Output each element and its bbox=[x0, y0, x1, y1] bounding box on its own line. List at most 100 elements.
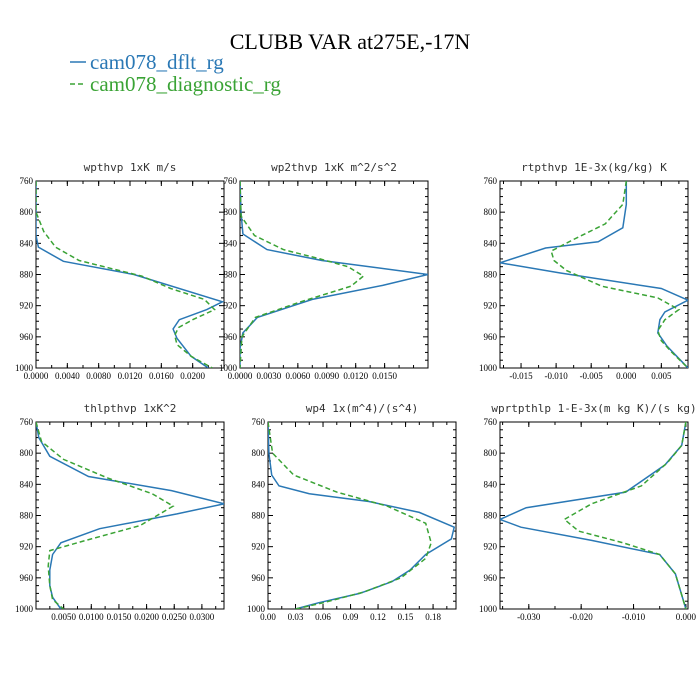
panel-title: rtpthvp 1E-3x(kg/kg) K bbox=[521, 161, 667, 174]
y-tick-label: 840 bbox=[224, 238, 238, 248]
y-tick-label: 920 bbox=[224, 301, 238, 311]
y-tick-label: 960 bbox=[484, 573, 498, 583]
y-tick-label: 1000 bbox=[15, 363, 34, 373]
x-tick-label: 0.0120 bbox=[343, 371, 368, 381]
y-tick-label: 760 bbox=[20, 176, 34, 186]
series-line-diagnostic bbox=[36, 422, 175, 609]
y-tick-label: 800 bbox=[484, 207, 498, 217]
y-tick-label: 960 bbox=[20, 573, 34, 583]
x-tick-label: 0.0200 bbox=[180, 371, 205, 381]
x-tick-label: 0.0000 bbox=[24, 371, 49, 381]
y-tick-label: 960 bbox=[224, 332, 238, 342]
y-tick-label: 840 bbox=[20, 238, 34, 248]
panel-6: wprtpthlp 1-E-3x(m kg K)/(s kg) 760 800 840… bbox=[479, 402, 697, 622]
y-tick-label: 880 bbox=[20, 270, 34, 280]
x-tick-label: 0.0050 bbox=[51, 612, 76, 622]
y-tick-label: 760 bbox=[252, 417, 266, 427]
x-tick-label: 0.03 bbox=[288, 612, 304, 622]
y-tick-label: 960 bbox=[484, 332, 498, 342]
y-tick-label: 960 bbox=[252, 573, 266, 583]
panel-3: rtpthvp 1E-3x(kg/kg) K 760 800 840 880 920 960… bbox=[479, 161, 689, 381]
y-tick-label: 920 bbox=[20, 301, 34, 311]
panel-title: wprtpthlp 1-E-3x(m kg K)/(s kg) bbox=[491, 402, 696, 415]
y-tick-label: 880 bbox=[20, 511, 34, 521]
y-tick-label: 880 bbox=[484, 270, 498, 280]
plot-frame bbox=[35, 421, 225, 610]
x-tick-label: 0.0090 bbox=[314, 371, 339, 381]
panels: wpthvp 1xK m/s76080084088092096010000.00… bbox=[15, 161, 697, 622]
y-tick-label: 1000 bbox=[479, 604, 498, 614]
x-tick-label: 0.06 bbox=[315, 612, 331, 622]
x-tick-label: 0.000 bbox=[616, 371, 637, 381]
x-tick-label: 0.0160 bbox=[149, 371, 174, 381]
x-tick-label: -0.015 bbox=[509, 371, 533, 381]
x-tick-label: 0.0150 bbox=[107, 612, 132, 622]
x-tick-label: -0.030 bbox=[517, 612, 541, 622]
x-tick-label: 0.00 bbox=[260, 612, 276, 622]
x-tick-label: -0.010 bbox=[544, 371, 568, 381]
panel-title: wpthvp 1xK m/s bbox=[84, 161, 177, 174]
plot-frame bbox=[499, 421, 689, 610]
x-tick-label: 0.0200 bbox=[134, 612, 159, 622]
panel-5: wp4 1x(m^4)/(s^4)76080084088092096010000… bbox=[247, 402, 457, 622]
panel-title: thlpthvp 1xK^2 bbox=[84, 402, 177, 415]
legend: cam078_dflt_rg cam078_diagnostic_rg bbox=[70, 50, 281, 96]
y-tick-label: 880 bbox=[484, 511, 498, 521]
panel-1: wpthvp 1xK m/s76080084088092096010000.00… bbox=[15, 161, 225, 381]
series-line-diagnostic bbox=[240, 181, 365, 368]
plot-frame bbox=[239, 180, 429, 369]
panel-2: wp2thvp 1xK m^2/s^2 760 800 840 880 920 960 100… bbox=[219, 161, 429, 381]
y-tick-label: 880 bbox=[252, 511, 266, 521]
x-tick-label: 0.0040 bbox=[55, 371, 80, 381]
x-tick-label: -0.010 bbox=[622, 612, 646, 622]
y-tick-label: 760 bbox=[20, 417, 34, 427]
x-tick-label: 0.0060 bbox=[285, 371, 310, 381]
y-tick-label: 800 bbox=[224, 207, 238, 217]
series-line-dflt bbox=[500, 181, 688, 368]
x-tick-label: 0.0080 bbox=[86, 371, 111, 381]
series-line-diagnostic bbox=[268, 422, 432, 609]
y-tick-label: 840 bbox=[484, 238, 498, 248]
series-line-dflt bbox=[500, 422, 687, 609]
y-tick-label: 840 bbox=[484, 479, 498, 489]
y-tick-label: 1000 bbox=[15, 604, 34, 614]
x-tick-label: -0.020 bbox=[570, 612, 594, 622]
y-tick-label: 920 bbox=[484, 542, 498, 552]
y-tick-label: 920 bbox=[252, 542, 266, 552]
x-tick-label: 0.18 bbox=[425, 612, 441, 622]
y-tick-label: 800 bbox=[20, 448, 34, 458]
x-tick-label: 0.0030 bbox=[257, 371, 282, 381]
panel-title: wp4 1x(m^4)/(s^4) bbox=[306, 402, 419, 415]
x-tick-label: -0.005 bbox=[580, 371, 604, 381]
x-tick-label: 0.0100 bbox=[79, 612, 104, 622]
y-tick-label: 840 bbox=[252, 479, 266, 489]
series-line-dflt bbox=[36, 181, 224, 368]
y-tick-label: 960 bbox=[20, 332, 34, 342]
y-tick-label: 1000 bbox=[247, 604, 266, 614]
series-line-diagnostic bbox=[563, 422, 687, 609]
y-tick-label: 760 bbox=[484, 417, 498, 427]
y-tick-label: 760 bbox=[484, 176, 498, 186]
y-tick-label: 1000 bbox=[479, 363, 498, 373]
x-tick-label: 0.15 bbox=[398, 612, 414, 622]
series-line-diagnostic bbox=[36, 181, 216, 368]
y-tick-label: 920 bbox=[484, 301, 498, 311]
y-tick-label: 800 bbox=[252, 448, 266, 458]
x-tick-label: 0.0150 bbox=[372, 371, 397, 381]
y-tick-label: 800 bbox=[20, 207, 34, 217]
series-line-dflt bbox=[36, 422, 224, 609]
x-tick-label: 0.005 bbox=[651, 371, 672, 381]
y-tick-label: 1000 bbox=[219, 363, 238, 373]
x-tick-label: 0.0250 bbox=[162, 612, 187, 622]
x-tick-label: 0.0300 bbox=[190, 612, 215, 622]
x-tick-label: 0.12 bbox=[370, 612, 386, 622]
x-tick-label: 0.0120 bbox=[118, 371, 143, 381]
series-line-dflt bbox=[268, 422, 456, 609]
x-tick-label: 0.0000 bbox=[228, 371, 253, 381]
y-tick-label: 840 bbox=[20, 479, 34, 489]
panel-4: thlpthvp 1xK^2 760 800 840 880 920 960 1000 0.00… bbox=[15, 402, 225, 622]
y-tick-label: 880 bbox=[224, 270, 238, 280]
x-tick-label: 0.000 bbox=[676, 612, 697, 622]
panel-title: wp2thvp 1xK m^2/s^2 bbox=[271, 161, 397, 174]
